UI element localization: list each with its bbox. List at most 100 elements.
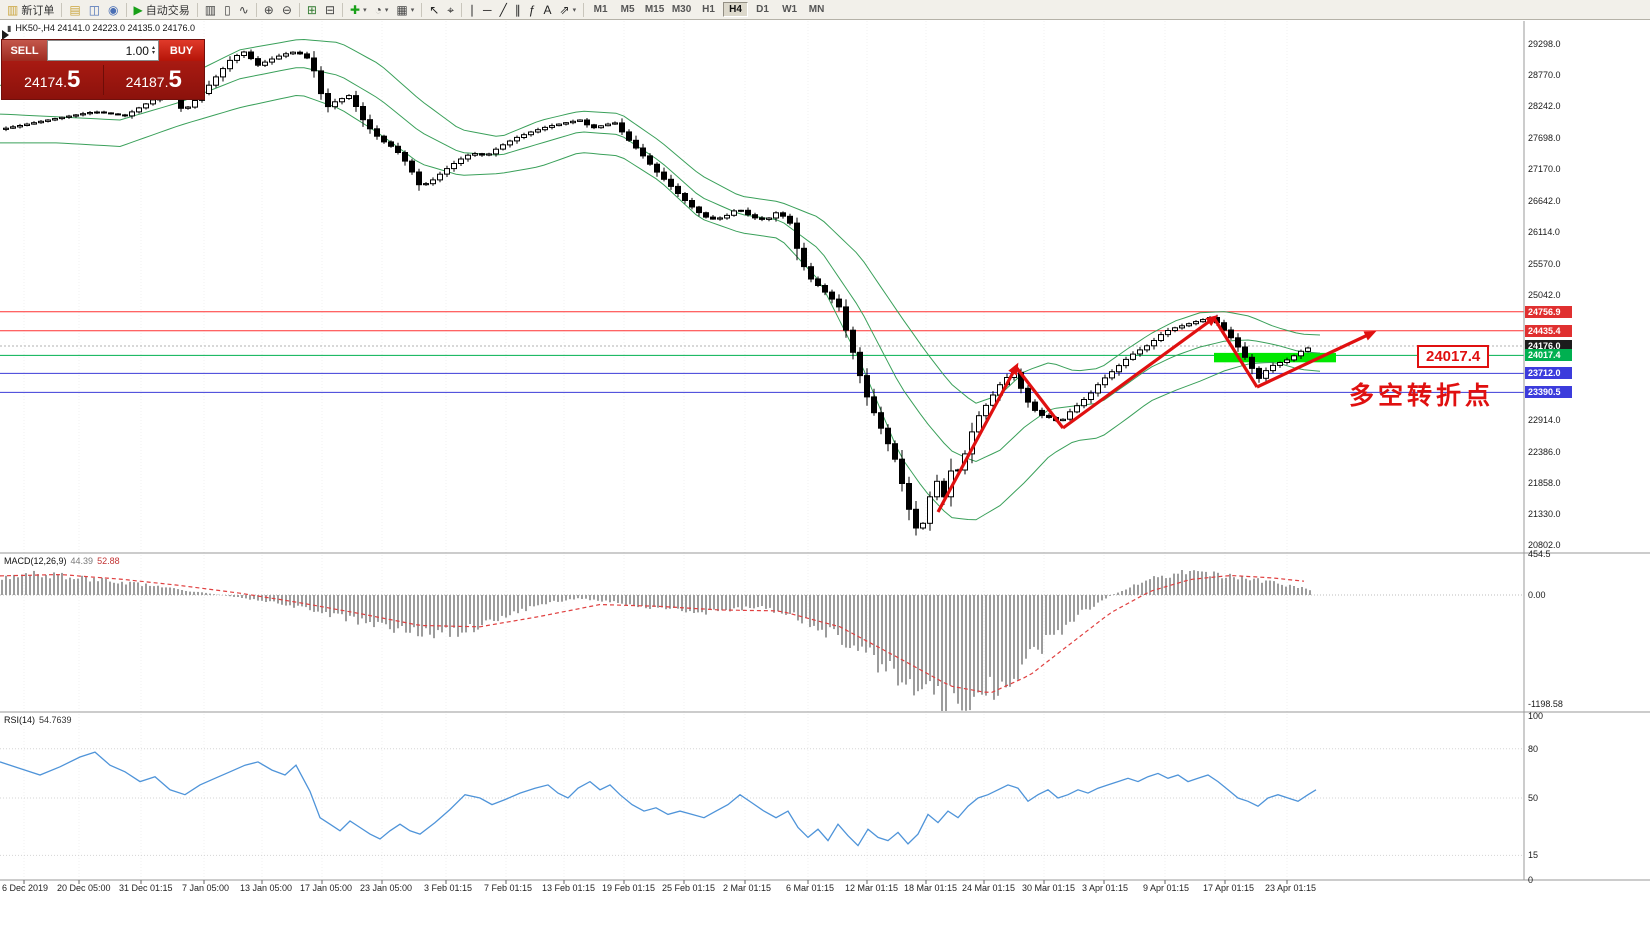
vertical-line-icon: ∣ bbox=[469, 2, 476, 17]
zoom-out-icon[interactable]: ⊖ bbox=[278, 2, 296, 18]
crosshair-icon: ⌖ bbox=[447, 2, 455, 17]
time-axis-label: 20 Dec 05:00 bbox=[57, 883, 111, 893]
bar-chart-icon: ▥ bbox=[204, 2, 217, 17]
sell-price[interactable]: 24174.5 bbox=[24, 66, 81, 93]
one-click-trading-panel: SELL 1.00 ▴ ▾ BUY 24174.5 24187.5 bbox=[2, 40, 204, 99]
zoom-in-icon[interactable]: ⊕ bbox=[260, 2, 278, 18]
trendline-icon[interactable]: ╱ bbox=[496, 2, 511, 18]
timeframe-button-h4[interactable]: H4 bbox=[723, 2, 749, 17]
volume-value: 1.00 bbox=[125, 43, 149, 58]
periods-icon[interactable]: ◔ ▾ bbox=[371, 2, 393, 18]
buy-price[interactable]: 24187.5 bbox=[125, 66, 182, 93]
tile-windows-icon: ⊞ bbox=[306, 2, 317, 17]
volume-spinner[interactable]: ▴ ▾ bbox=[151, 44, 155, 56]
toolbar-separator bbox=[196, 2, 198, 17]
time-axis-label: 3 Feb 01:15 bbox=[424, 883, 473, 893]
volume-up-icon[interactable]: ▴ bbox=[151, 44, 155, 51]
text-icon[interactable]: A bbox=[539, 2, 555, 18]
rsi-axis-label: 80 bbox=[1528, 743, 1539, 754]
price-tag: 24017.4 bbox=[1525, 349, 1572, 362]
price-tag: 23712.0 bbox=[1525, 367, 1572, 380]
arrange-windows-icon: ⊟ bbox=[324, 2, 336, 17]
zoom-out-icon: ⊖ bbox=[281, 2, 292, 17]
price-axis-label: 21330.0 bbox=[1528, 508, 1561, 519]
horizontal-line-icon[interactable]: ─ bbox=[479, 2, 496, 18]
price-axis-label: 29298.0 bbox=[1528, 39, 1561, 49]
rsi-axis-label: 15 bbox=[1528, 850, 1539, 861]
time-axis-label: 23 Jan 05:00 bbox=[360, 883, 413, 893]
trendline-icon: ╱ bbox=[499, 2, 507, 17]
time-axis[interactable]: 6 Dec 2019 20 Dec 05:00 31 Dec 01:15 7 Jan … bbox=[0, 881, 1524, 897]
autotrading-button[interactable]: ▶ 自动交易 bbox=[130, 2, 194, 18]
crosshair-icon[interactable]: ⌖ bbox=[443, 2, 458, 18]
timeframe-button-d1[interactable]: D1 bbox=[756, 4, 769, 15]
time-axis-label: 31 Dec 01:15 bbox=[119, 883, 173, 893]
time-axis-label: 9 Apr 01:15 bbox=[1143, 883, 1190, 893]
navigator-icon[interactable]: ◉ bbox=[104, 2, 122, 18]
toolbar-separator bbox=[61, 2, 63, 17]
navigator-icon: ◉ bbox=[108, 2, 119, 17]
toolbar-separator bbox=[125, 2, 127, 17]
price-tag: 24176.0 bbox=[1525, 340, 1572, 353]
toolbar-separator bbox=[421, 2, 423, 17]
dropdown-caret-icon[interactable]: ▾ bbox=[363, 6, 367, 14]
vertical-line-icon[interactable]: ∣ bbox=[465, 2, 479, 18]
time-axis-label: 30 Mar 01:15 bbox=[1022, 883, 1076, 893]
price-tag: 24435.4 bbox=[1525, 324, 1572, 337]
toolbar-separator bbox=[342, 2, 344, 17]
timeframe-button-m1[interactable]: M1 bbox=[593, 4, 608, 15]
indicators-icon[interactable]: ✚ ▾ bbox=[346, 2, 371, 18]
timeframe-button-mn[interactable]: MN bbox=[808, 4, 825, 15]
data-window-icon[interactable]: ◫ bbox=[85, 2, 104, 18]
macd-axis-label: 454.5 bbox=[1528, 548, 1551, 559]
fibonacci-icon: ƒ bbox=[528, 2, 536, 17]
time-axis-label: 24 Mar 01:15 bbox=[962, 883, 1016, 893]
panel-splitter-macd[interactable] bbox=[0, 551, 1650, 556]
timeframe-button-m30[interactable]: M30 bbox=[671, 4, 692, 15]
tile-windows-icon[interactable]: ⊞ bbox=[303, 2, 321, 18]
ohlc-readout: HK50-,H4 24141.0 24223.0 24135.0 24176.0 bbox=[15, 23, 196, 33]
candlestick-chart-icon[interactable]: ▯ bbox=[220, 2, 235, 18]
new-order-button[interactable]: ▥ 新订单 bbox=[3, 2, 58, 18]
dropdown-caret-icon[interactable]: ▾ bbox=[572, 6, 577, 14]
templates-icon[interactable]: ▦ ▾ bbox=[392, 2, 418, 18]
one-click-collapse-arrow[interactable] bbox=[2, 30, 9, 40]
time-axis-label: 25 Feb 01:15 bbox=[662, 883, 716, 893]
time-axis-label: 3 Apr 01:15 bbox=[1082, 883, 1129, 893]
price-level-label[interactable]: 24017.4 bbox=[1417, 345, 1490, 368]
timeframe-button-m5[interactable]: M5 bbox=[620, 4, 635, 15]
cursor-icon[interactable]: ↖ bbox=[425, 2, 443, 18]
dropdown-caret-icon[interactable]: ▾ bbox=[410, 6, 415, 14]
volume-down-icon[interactable]: ▾ bbox=[151, 49, 155, 56]
time-axis-label: 13 Feb 01:15 bbox=[542, 883, 596, 893]
time-axis-label: 6 Mar 01:15 bbox=[786, 883, 835, 893]
toolbar-separator bbox=[255, 2, 257, 17]
channel-icon[interactable]: ∥ bbox=[511, 2, 525, 18]
timeframe-button-w1[interactable]: W1 bbox=[782, 4, 798, 15]
sell-button[interactable]: SELL bbox=[2, 40, 47, 61]
timeframe-button-h1[interactable]: H1 bbox=[702, 4, 715, 15]
arrows-icon[interactable]: ⇗ ▾ bbox=[556, 2, 581, 18]
price-axis-label: 27698.0 bbox=[1528, 133, 1561, 144]
autotrading-icon: ▶ bbox=[133, 2, 143, 17]
panel-splitter-rsi[interactable] bbox=[0, 710, 1650, 715]
buy-button[interactable]: BUY bbox=[159, 40, 204, 61]
price-axis-label: 20802.0 bbox=[1528, 540, 1561, 550]
price-axis-label: 28770.0 bbox=[1528, 70, 1561, 81]
fibonacci-icon[interactable]: ƒ bbox=[525, 2, 540, 18]
new-order-icon: ▥ bbox=[7, 2, 19, 17]
time-axis-label: 17 Apr 01:15 bbox=[1203, 883, 1255, 893]
market-watch-icon[interactable]: ▤ bbox=[65, 2, 84, 18]
price-axis[interactable]: 29298.0 28770.0 28242.0 27698.0 27170.0 26642… bbox=[1524, 0, 1650, 944]
price-axis-label: 28242.0 bbox=[1528, 101, 1561, 112]
rsi-axis-label: 0 bbox=[1528, 875, 1534, 885]
time-axis-label: 6 Dec 2019 bbox=[2, 883, 49, 893]
dropdown-caret-icon[interactable]: ▾ bbox=[384, 6, 389, 14]
arrange-windows-icon[interactable]: ⊟ bbox=[321, 2, 339, 18]
timeframe-button-m15[interactable]: M15 bbox=[644, 4, 665, 15]
line-chart-icon[interactable]: ∿ bbox=[235, 2, 253, 18]
price-axis-label: 22914.0 bbox=[1528, 415, 1561, 426]
volume-input[interactable]: 1.00 ▴ ▾ bbox=[47, 40, 159, 61]
bar-chart-icon[interactable]: ▥ bbox=[201, 2, 220, 18]
